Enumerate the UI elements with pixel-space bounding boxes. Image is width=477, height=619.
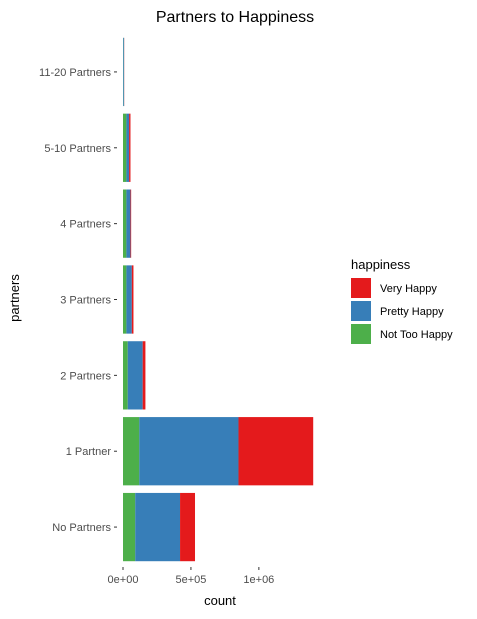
legend-title: happiness (351, 257, 411, 272)
bar-4-partners-pretty-happy (126, 190, 130, 258)
legend-key-pretty-happy (351, 301, 371, 321)
y-tick-label-5-10-partners: 5-10 Partners (44, 143, 111, 155)
legend-label-very-happy: Very Happy (380, 283, 437, 295)
bar-2-partners-pretty-happy (128, 341, 143, 409)
y-tick-label-2-partners: 2 Partners (60, 370, 111, 382)
bar-1-partner-very-happy (238, 417, 313, 485)
legend: happiness Very Happy Pretty Happy Not Too … (351, 257, 453, 344)
bar-4-partners-very-happy (130, 190, 131, 258)
bar-5-10-partners-very-happy (129, 114, 130, 182)
legend-label-pretty-happy: Pretty Happy (380, 306, 444, 318)
legend-key-very-happy (351, 278, 371, 298)
bars-layer (123, 38, 313, 561)
bar-no-partners-not-too-happy (123, 493, 135, 561)
y-tick-label-1-partner: 1 Partner (66, 446, 112, 458)
bar-2-partners-very-happy (143, 341, 146, 409)
bar-no-partners-very-happy (180, 493, 195, 561)
y-axis: No Partners 1 Partner 2 Partners 3 Partners… (39, 67, 117, 534)
x-axis: 0e+00 5e+05 1e+06 (108, 567, 275, 586)
x-axis-label: count (204, 593, 236, 608)
bar-5-10-partners-not-too-happy (123, 114, 126, 182)
bar-no-partners-pretty-happy (135, 493, 180, 561)
chart-title: Partners to Happiness (156, 9, 314, 26)
y-tick-label-11-20-partners: 11-20 Partners (39, 67, 111, 79)
x-tick-label-1: 5e+05 (175, 574, 206, 586)
x-tick-label-2: 1e+06 (243, 574, 274, 586)
y-axis-label: partners (7, 274, 22, 322)
x-tick-label-0: 0e+00 (108, 574, 139, 586)
y-tick-label-3-partners: 3 Partners (60, 295, 111, 307)
legend-key-not-too-happy (351, 324, 371, 344)
y-tick-label-no-partners: No Partners (52, 522, 111, 534)
bar-1-partner-not-too-happy (123, 417, 139, 485)
bar-5-10-partners-pretty-happy (126, 114, 129, 182)
y-tick-label-4-partners: 4 Partners (60, 219, 111, 231)
bar-2-partners-not-too-happy (123, 341, 128, 409)
bar-4-partners-not-too-happy (123, 190, 126, 258)
bar-3-partners-pretty-happy (126, 265, 131, 333)
bar-3-partners-not-too-happy (123, 265, 126, 333)
bar-11-20-partners-pretty-happy (123, 38, 124, 106)
bar-1-partner-pretty-happy (139, 417, 238, 485)
legend-label-not-too-happy: Not Too Happy (380, 329, 453, 341)
bar-3-partners-very-happy (132, 265, 134, 333)
